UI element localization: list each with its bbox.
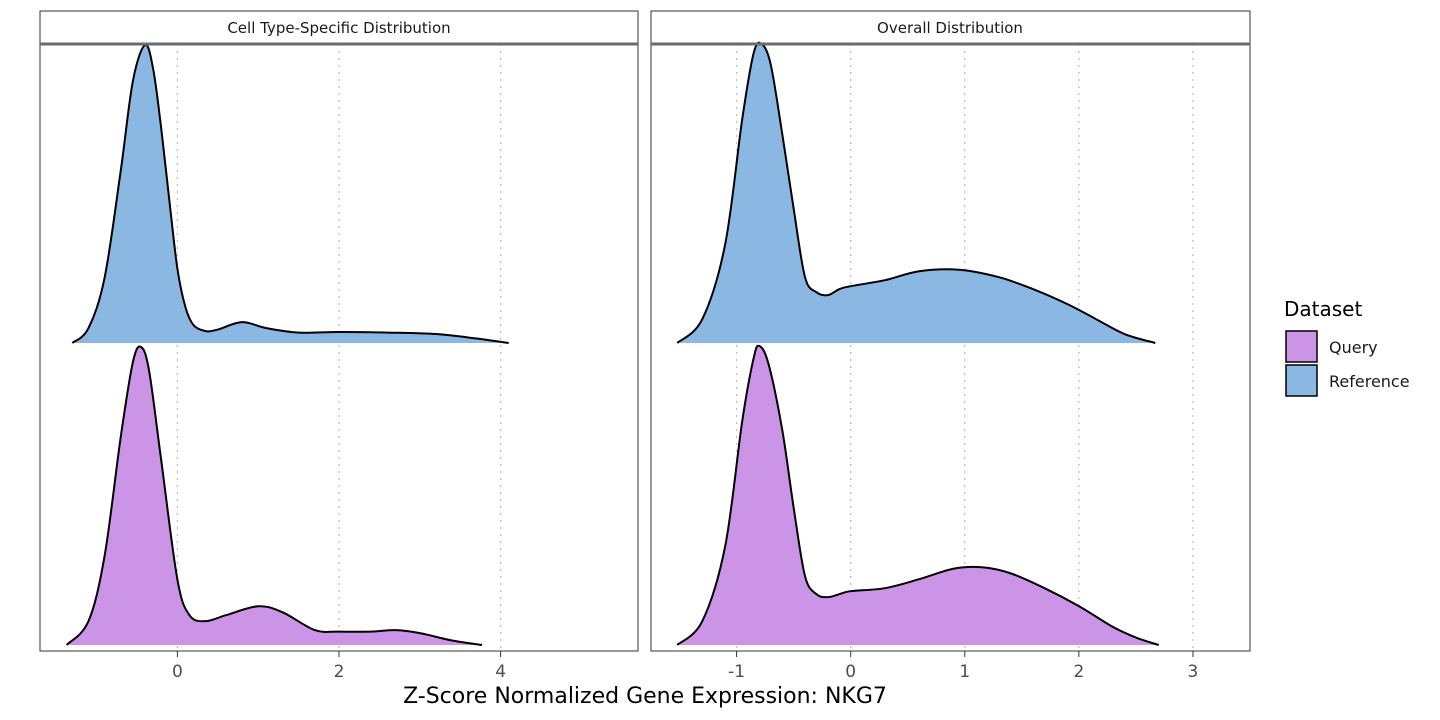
- legend-label-query: Query: [1329, 338, 1378, 357]
- x-axis-ticks: 0 2 4: [172, 651, 506, 682]
- x-axis-ticks: -1 0 1 2 3: [728, 651, 1198, 682]
- tick-label: 2: [334, 662, 345, 682]
- panel-overall: Overall Distribution -1 0 1 2 3: [650, 10, 1251, 682]
- tick-label: 3: [1188, 662, 1199, 682]
- grid-lines: [176, 44, 502, 651]
- density-area-query: [677, 345, 1159, 645]
- tick-label: 4: [495, 662, 506, 682]
- tick-label: 1: [959, 662, 970, 682]
- legend: Dataset Query Reference: [1284, 297, 1410, 397]
- density-line-reference: [71, 43, 509, 344]
- strip-background: [650, 10, 1251, 45]
- panel-title: Overall Distribution: [877, 19, 1023, 37]
- density-ridges: [676, 41, 1160, 646]
- density-line-query: [65, 345, 483, 646]
- tick-label: 2: [1073, 662, 1084, 682]
- density-line-reference: [676, 41, 1156, 344]
- tick-label: -1: [728, 662, 745, 682]
- tick-label: 0: [172, 662, 183, 682]
- tick-label: 0: [845, 662, 856, 682]
- density-area-query: [66, 346, 483, 645]
- panel-title: Cell Type-Specific Distribution: [227, 19, 450, 37]
- density-area-reference: [677, 42, 1156, 344]
- legend-title: Dataset: [1284, 297, 1362, 321]
- panel-cell-type-specific: Cell Type-Specific Distribution 0 2 4: [39, 10, 639, 682]
- x-axis-title: Z-Score Normalized Gene Expression: NKG7: [403, 684, 887, 709]
- legend-key-query: [1285, 330, 1318, 363]
- legend-key-reference: [1285, 364, 1318, 397]
- legend-label-reference: Reference: [1329, 372, 1410, 391]
- density-area-reference: [72, 44, 509, 344]
- density-line-query: [676, 344, 1160, 646]
- density-ridges: [65, 43, 509, 646]
- strip-background: [39, 10, 639, 45]
